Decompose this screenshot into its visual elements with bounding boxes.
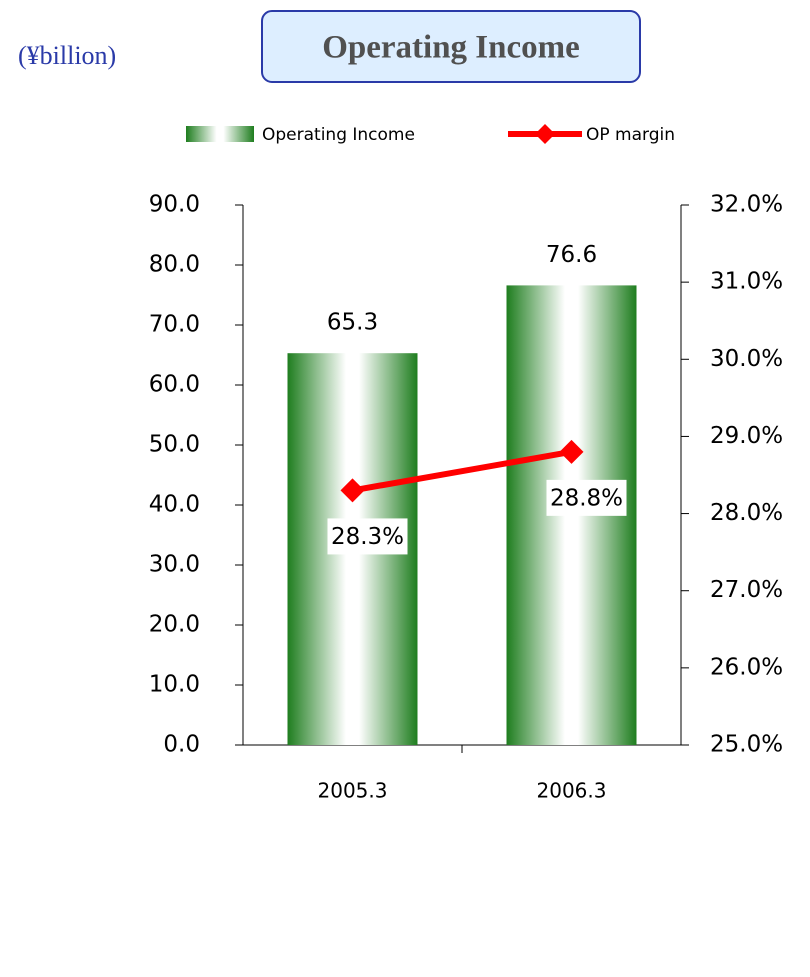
y-tick-label: 90.0 [149, 192, 200, 218]
data-label: 28.8% [550, 485, 623, 511]
chart-title: Operating Income [322, 30, 580, 66]
data-label: 28.3% [331, 524, 404, 550]
y-tick-label: 10.0 [149, 672, 200, 698]
legend-swatch [186, 126, 254, 142]
line [351, 448, 573, 494]
data-label-bg [546, 479, 627, 516]
legend-label: OP margin [586, 125, 675, 145]
line-marker [340, 478, 365, 503]
title-box [261, 10, 641, 83]
y2-tick-label: 25.0% [710, 732, 783, 758]
data-label-bg [327, 518, 408, 555]
y2-tick-label: 31.0% [710, 269, 783, 295]
y2-tick-label: 29.0% [710, 423, 783, 449]
y-tick-label: 30.0 [149, 552, 200, 578]
legend-marker [535, 124, 555, 144]
line-marker [559, 439, 584, 464]
y2-tick-label: 30.0% [710, 346, 783, 372]
data-label: 76.6 [546, 242, 597, 268]
y-tick-label: 80.0 [149, 252, 200, 278]
x-tick-label: 2006.3 [537, 779, 607, 803]
y-tick-label: 0.0 [163, 732, 200, 758]
y-tick-label: 60.0 [149, 372, 200, 398]
y-tick-label: 70.0 [149, 312, 200, 338]
y2-tick-label: 28.0% [710, 500, 783, 526]
y-tick-label: 20.0 [149, 612, 200, 638]
x-tick-label: 2005.3 [318, 779, 388, 803]
y2-tick-label: 32.0% [710, 192, 783, 218]
y2-tick-label: 27.0% [710, 577, 783, 603]
y-tick-label: 40.0 [149, 492, 200, 518]
y2-tick-label: 26.0% [710, 654, 783, 680]
y-tick-label: 50.0 [149, 432, 200, 458]
data-label: 65.3 [327, 310, 378, 336]
unit-label: (¥billion) [18, 41, 116, 70]
legend-label: Operating Income [262, 125, 415, 145]
